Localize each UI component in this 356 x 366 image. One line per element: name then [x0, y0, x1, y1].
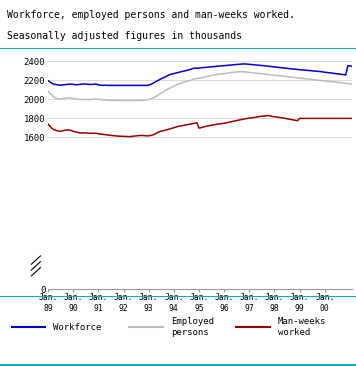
Text: Employed
persons: Employed persons [171, 317, 214, 337]
Text: Workforce: Workforce [53, 322, 102, 332]
Text: Workforce, employed persons and man-weeks worked.: Workforce, employed persons and man-week… [7, 10, 295, 20]
Text: Seasonally adjusted figures in thousands: Seasonally adjusted figures in thousands [7, 31, 242, 41]
Text: Man-weeks
worked: Man-weeks worked [278, 317, 326, 337]
